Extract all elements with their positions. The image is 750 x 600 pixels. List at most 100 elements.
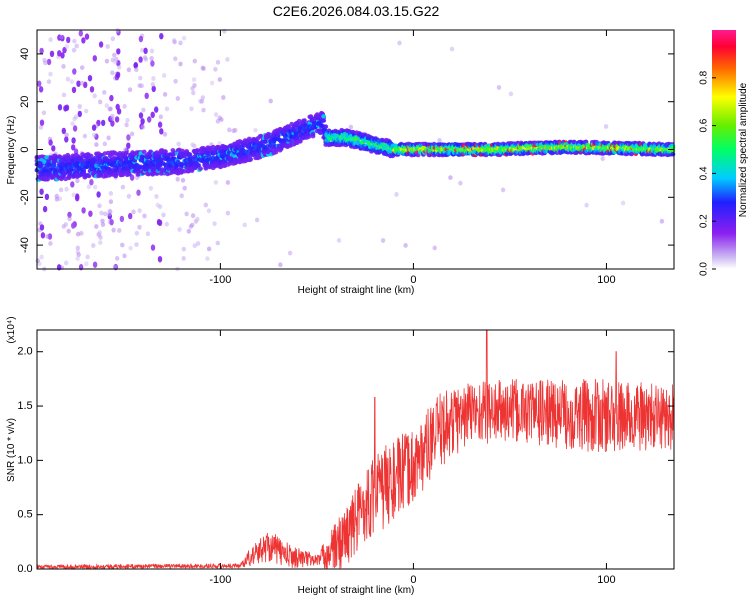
x-tick-label: 100 [597,574,615,586]
spectrogram-cell [278,262,283,268]
spectrogram-cell [225,57,230,62]
spectrogram-cell [302,118,307,123]
spectrogram-cell [94,224,99,229]
spectrogram-cell [56,264,62,271]
spectrogram-cell [72,38,77,44]
spectrogram-cell [500,187,506,193]
spectrogram-cell [39,254,44,260]
spectrogram-cell [98,99,103,105]
spectrogram-cell [227,127,232,133]
spectrogram-cell [201,107,206,113]
spectrogram-cell [449,46,455,52]
spectrogram-cell [221,95,226,100]
spectrogram-cell [48,139,53,146]
spectrogram-cell [213,66,218,72]
colorbar-tick-label: 0.4 [699,166,710,180]
spectrogram-cell [150,82,155,87]
spectrogram-cell [71,192,76,198]
spectrogram-cell [142,55,148,61]
colorbar-tick-label: 0.8 [699,70,710,84]
spectrogram-cell [86,173,92,179]
spectrogram-cell [88,153,94,159]
x-tick-label: 100 [597,274,615,286]
spectrogram-cell [75,178,80,184]
spectrogram-cell [212,221,217,227]
y-tick-label: 2.0 [17,346,32,358]
spectrogram-cell [38,86,44,93]
spectrogram-cell [189,106,194,112]
spectrogram-cell [39,188,44,195]
spectrogram-cell [114,116,120,123]
spectrogram-cell [46,58,52,66]
spectrogram-cell [176,141,181,147]
x-tick-label: -100 [209,574,231,586]
spectrogram-cell [162,73,167,78]
spectrogram-cell [48,241,53,246]
spectrogram-cell [254,217,260,223]
y-tick-label: 0.5 [17,509,32,521]
spectrogram-cell [98,41,104,48]
spectrogram-cell [128,212,133,220]
spectrogram-cell [107,211,112,217]
spectrogram-cell [37,80,42,87]
spectrogram-cell [151,85,156,93]
spectrogram-cell [100,218,105,224]
spectrogram-cell [72,68,77,75]
spectrogram-cell [98,240,103,246]
spectrogram-cell [126,172,132,177]
spectrogram-cell [150,244,156,251]
spectrogram-cell [217,141,222,146]
spectrogram-cell [46,79,52,85]
spectrogram-cell [432,245,437,251]
spectrogram-cell [51,145,56,152]
spectrogram-cell [123,147,128,153]
spectrogram-cell [181,246,186,252]
spectrogram-cell [321,114,327,119]
spectrogram-cell [77,104,82,109]
spectrogram-cell [45,234,50,239]
spectrogram-cell [89,86,95,93]
spectrogram-cell [397,40,402,46]
spectrogram-cell [141,107,146,113]
spectrogram-cell [74,43,79,49]
spectrogram-cell [116,48,121,55]
spectrogram-cell [84,108,89,114]
spectrogram-cell [122,104,127,109]
spectrogram-cell [403,243,408,248]
spectrogram-cell [178,61,183,67]
spectrogram-cell [108,199,114,205]
spectrogram-cell [670,152,676,157]
spectrogram-cell [92,261,98,268]
spectrogram-cell [620,200,626,206]
spectrogram-cell [186,228,191,234]
spectrogram-cell [173,56,178,62]
spectrogram-cell [162,131,168,137]
colorbar-tick-label: 0.2 [699,214,710,228]
spectrogram-cell [215,59,221,65]
spectrogram-cell [126,193,132,199]
spectrogram-cell [138,75,143,81]
spectrogram-cell [209,80,215,86]
spectrogram-cell [253,127,258,133]
snr-series-line [36,329,675,571]
spectrogram-cell [149,48,155,54]
spectrogram-cell [172,38,177,43]
y-tick-label: 20 [19,96,31,108]
x-tick-label: -100 [209,274,231,286]
spectrogram-cell [380,238,386,243]
spectrogram-cell [162,92,168,97]
spectrogram-cell [131,209,136,215]
spectrogram-cell [63,260,69,266]
spectrogram-cell [603,124,609,129]
spectrogram-cell [91,243,96,248]
spectrogram-cell [177,227,182,232]
spectrogram-cell [93,184,98,190]
spectrogram-cell [225,210,231,216]
spectrogram-cell [102,90,107,95]
spectrogram-cell [84,33,90,40]
spectrogram-cell [129,131,135,137]
spectrogram-cell [71,137,76,144]
spectrogram-cell [137,224,142,230]
spectrogram-cell [336,238,342,243]
spectrogram-cell [126,134,131,141]
